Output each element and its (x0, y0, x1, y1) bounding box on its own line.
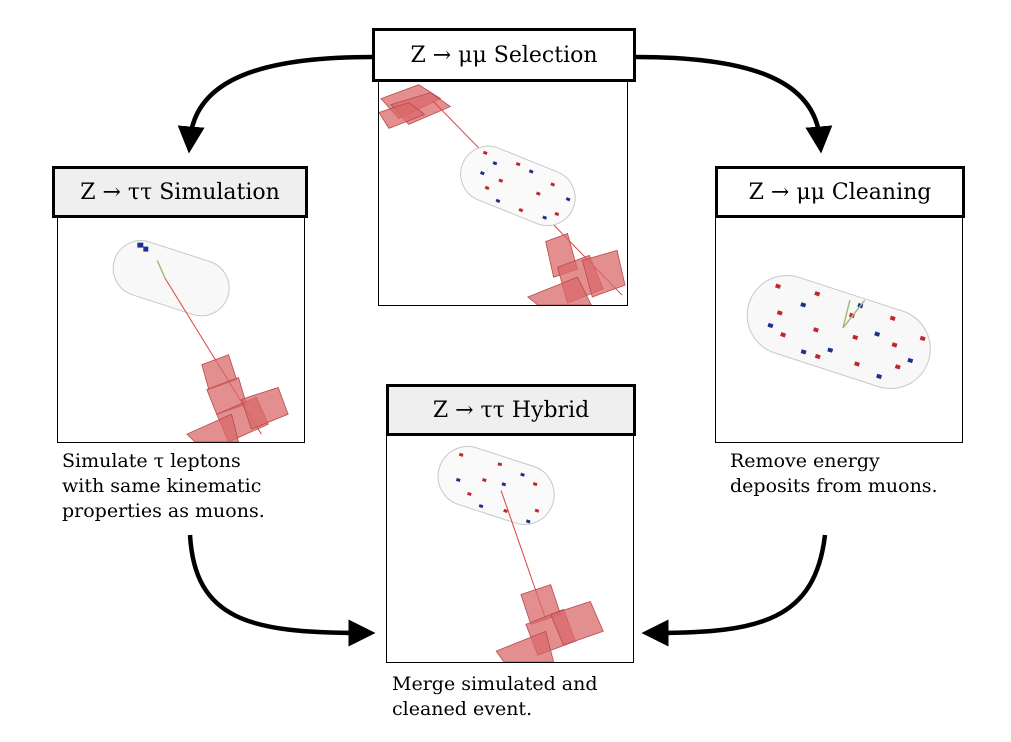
selection-detector-image (379, 84, 626, 305)
simulation-title: Z → ττ Simulation (52, 166, 308, 218)
simulation-caption: Simulate τ leptons with same kinematic p… (62, 449, 265, 524)
hybrid-caption-line: cleaned event. (392, 698, 533, 720)
simulation-caption-line: with same kinematic (62, 475, 262, 497)
cleaning-title-text: Z → μμ Cleaning (748, 179, 932, 205)
cleaning-caption: Remove energy deposits from muons. (730, 449, 938, 499)
hybrid-title-text: Z → ττ Hybrid (432, 397, 590, 423)
simulation-caption-line: Simulate τ leptons (62, 450, 241, 472)
simulation-event-display (57, 200, 305, 443)
arrow-selection-to-simulation (177, 54, 373, 154)
cleaning-detector-image (746, 275, 931, 390)
selection-title: Z → μμ Selection (372, 28, 636, 82)
simulation-detector-image (112, 240, 289, 442)
cleaning-event-display (715, 200, 963, 443)
cleaning-caption-line: deposits from muons. (730, 475, 938, 497)
simulation-caption-line: properties as muons. (62, 500, 265, 522)
selection-event-display (378, 46, 628, 306)
arrow-selection-to-cleaning (635, 54, 833, 154)
simulation-title-text: Z → ττ Simulation (80, 179, 280, 205)
hybrid-caption: Merge simulated and cleaned event. (392, 672, 598, 722)
cleaning-caption-line: Remove energy (730, 450, 880, 472)
hybrid-event-display (386, 420, 634, 663)
selection-title-text: Z → μμ Selection (410, 42, 598, 68)
arrow-simulation-to-hybrid (187, 534, 376, 647)
hybrid-title: Z → ττ Hybrid (386, 384, 636, 436)
hybrid-caption-line: Merge simulated and (392, 673, 598, 695)
hybrid-detector-image (437, 446, 604, 662)
cleaning-title: Z → μμ Cleaning (715, 166, 965, 218)
arrow-cleaning-to-hybrid (641, 534, 828, 647)
